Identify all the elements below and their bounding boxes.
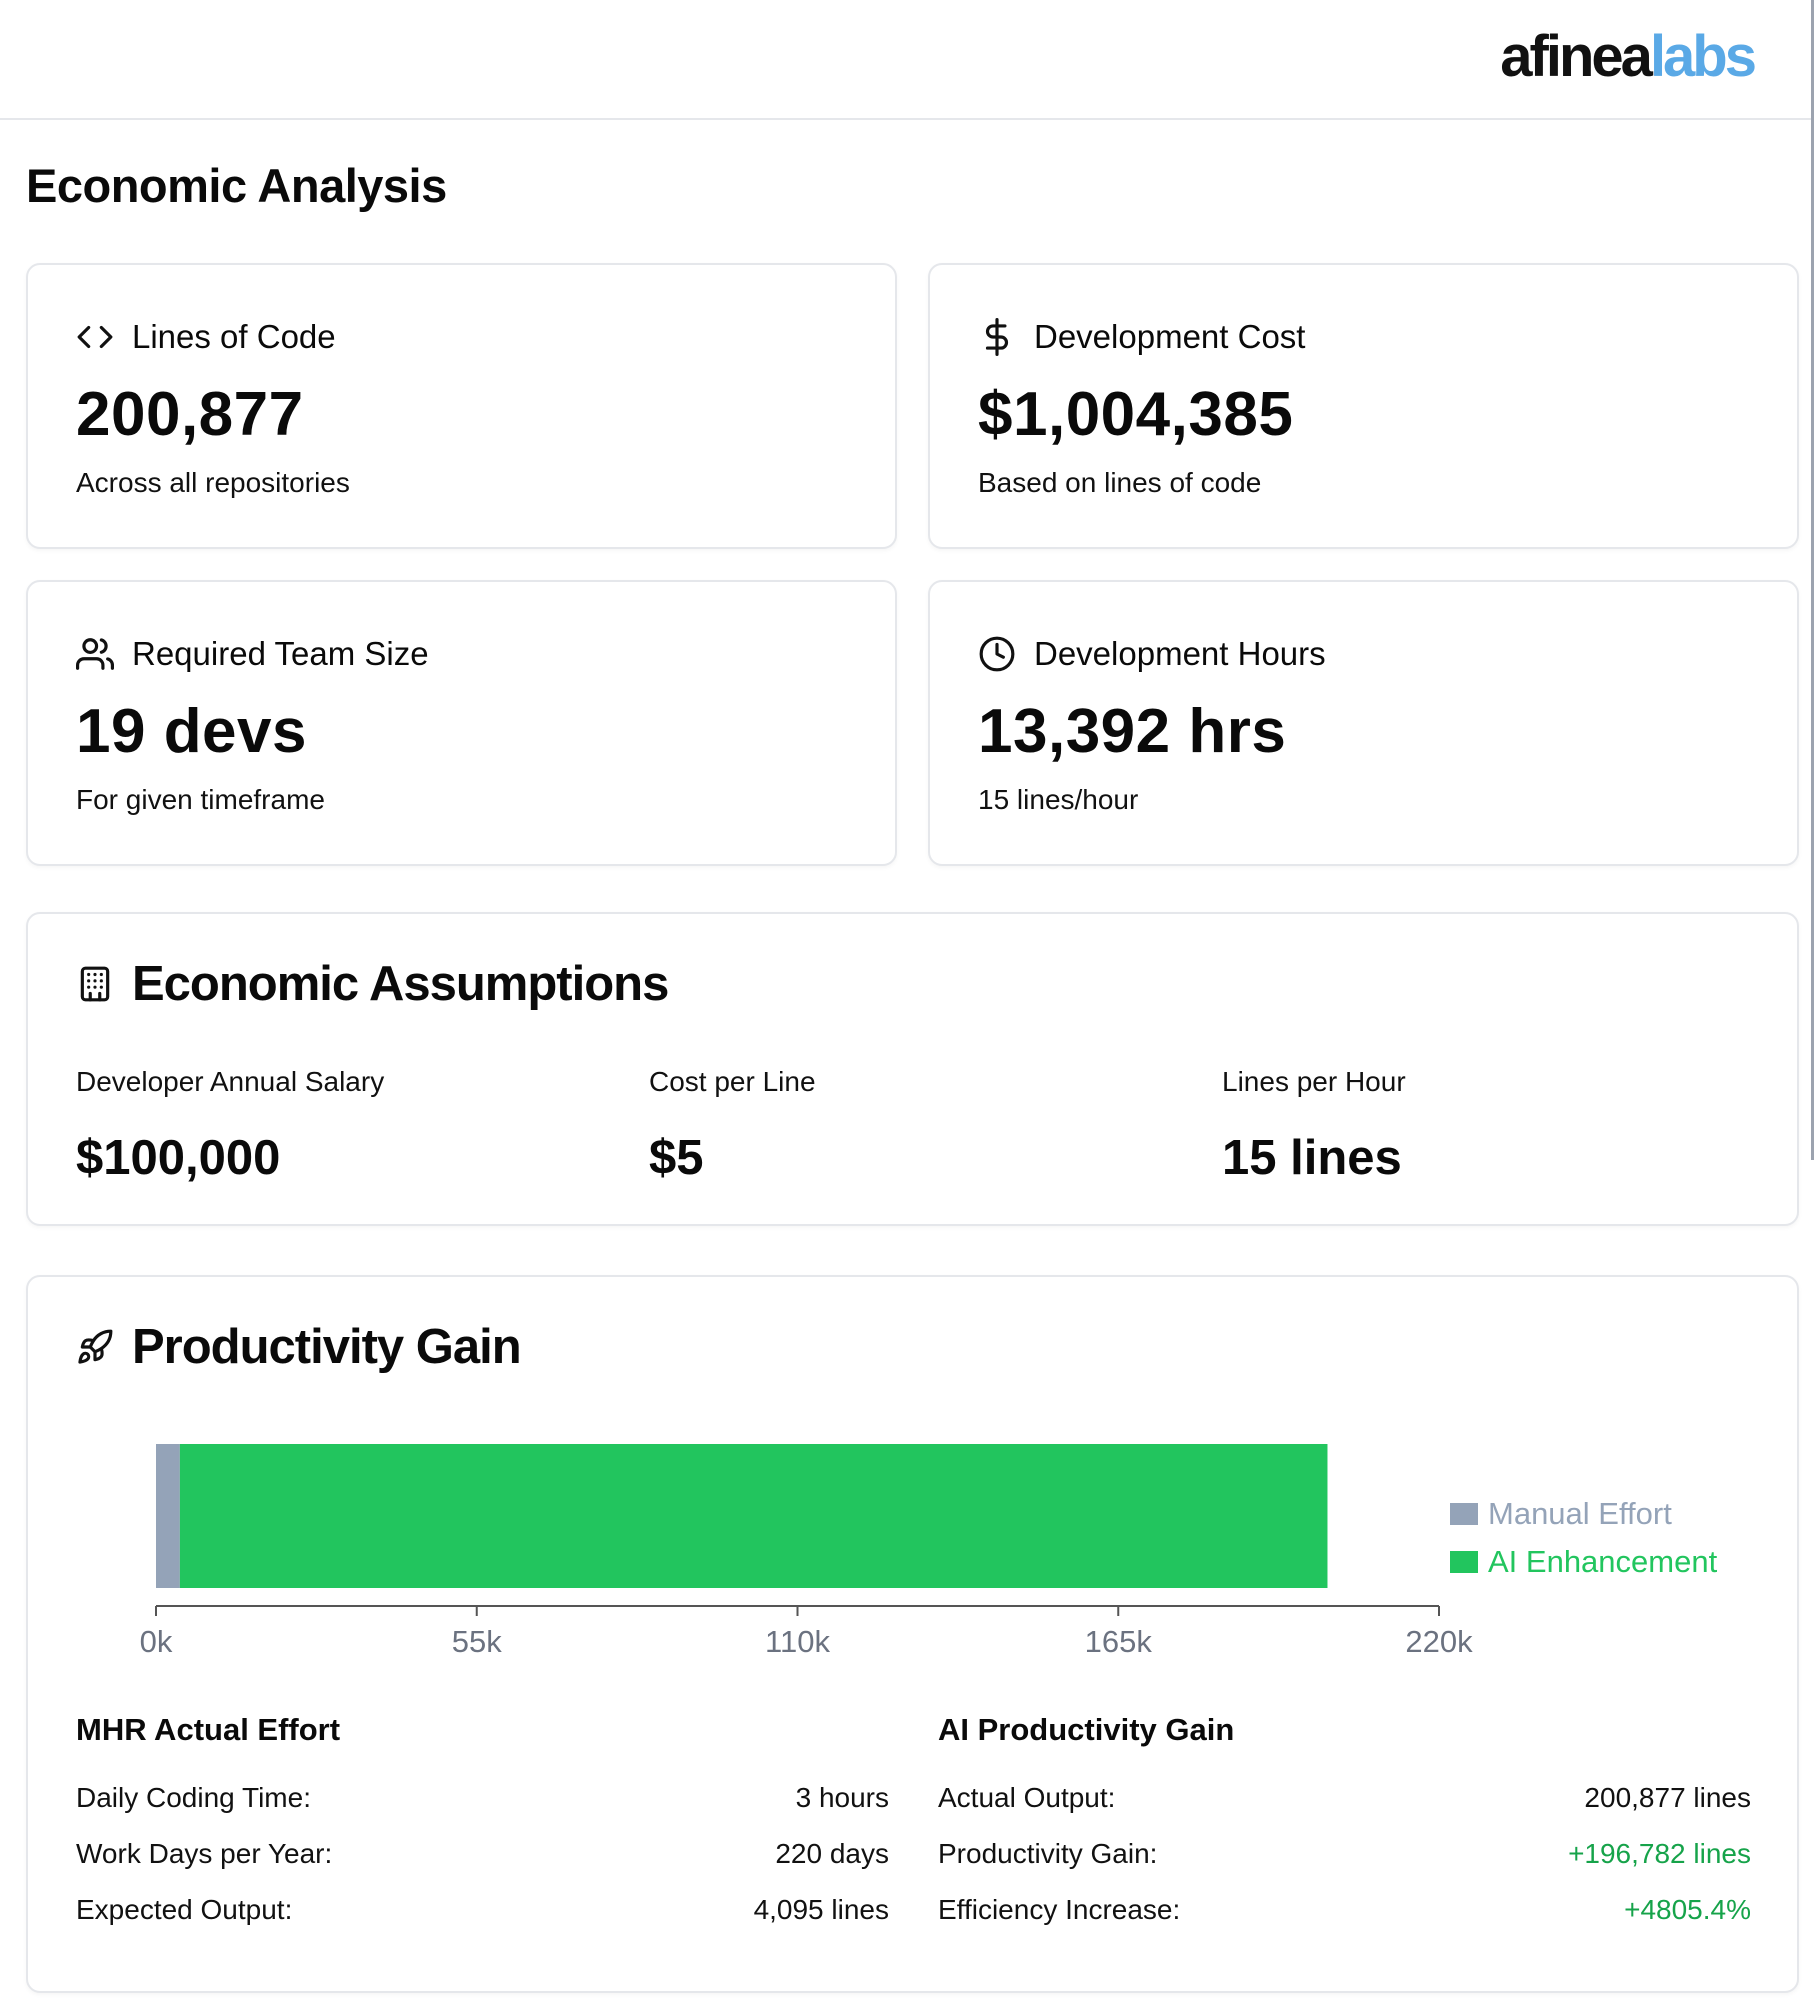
ai-gain-title: AI Productivity Gain bbox=[938, 1712, 1235, 1747]
assumption-value: 15 lines bbox=[1222, 1131, 1402, 1185]
assumption-lines-per-hour: Lines per Hour 15 lines bbox=[1222, 1064, 1406, 1188]
stat-subtext: For given timeframe bbox=[76, 784, 325, 815]
stat-header: Development Hours bbox=[978, 634, 1326, 674]
assumption-label: Developer Annual Salary bbox=[76, 1066, 385, 1097]
assumption-salary: Developer Annual Salary $100,000 bbox=[76, 1064, 384, 1188]
logo-dark-text: afinea bbox=[1500, 24, 1653, 89]
stat-label: Required Team Size bbox=[132, 635, 429, 672]
code-icon bbox=[77, 325, 113, 349]
stat-subtext: Based on lines of code bbox=[978, 467, 1262, 498]
manual-effort-title: MHR Actual Effort bbox=[76, 1712, 341, 1747]
dollar-icon bbox=[985, 318, 1008, 356]
detail-row: Actual Output: 200,877 lines bbox=[938, 1780, 1751, 1816]
chart-legend: Manual Effort AI Enhancement bbox=[1450, 1490, 1717, 1586]
stat-subtext: Across all repositories bbox=[76, 467, 350, 498]
logo-light-text: labs bbox=[1649, 24, 1757, 89]
legend-swatch-manual bbox=[1450, 1503, 1478, 1525]
section-title: Productivity Gain bbox=[132, 1320, 522, 1374]
detail-value: 200,877 lines bbox=[1584, 1782, 1751, 1813]
stat-value: 200,877 bbox=[76, 380, 304, 449]
page-title: Economic Analysis bbox=[26, 159, 447, 212]
stat-value: 19 devs bbox=[76, 697, 308, 766]
detail-value: +4805.4% bbox=[1624, 1894, 1751, 1925]
stat-label: Development Hours bbox=[1034, 635, 1326, 672]
legend-item-manual[interactable]: Manual Effort bbox=[1450, 1490, 1717, 1538]
brand-logo[interactable]: afinealabs bbox=[1500, 22, 1757, 92]
assumption-value: $5 bbox=[649, 1131, 704, 1185]
detail-label: Expected Output: bbox=[76, 1894, 293, 1925]
detail-value: 3 hours bbox=[795, 1782, 889, 1813]
ai-gain-details: AI Productivity Gain Actual Output: 200,8… bbox=[938, 1710, 1751, 1948]
section-title: Economic Assumptions bbox=[132, 957, 669, 1011]
stat-card-development-cost: Development Cost $1,004,385 Based on lin… bbox=[928, 263, 1799, 549]
detail-label: Efficiency Increase: bbox=[938, 1894, 1181, 1925]
assumption-cost-per-line: Cost per Line $5 bbox=[649, 1064, 816, 1188]
detail-row: Productivity Gain: +196,782 lines bbox=[938, 1836, 1751, 1872]
economic-assumptions-card: Economic Assumptions Developer Annual Sa… bbox=[26, 912, 1799, 1226]
detail-row: Expected Output: 4,095 lines bbox=[76, 1892, 889, 1928]
scrollbar[interactable] bbox=[1811, 0, 1814, 1160]
stat-card-development-hours: Development Hours 13,392 hrs 15 lines/ho… bbox=[928, 580, 1799, 866]
legend-label-manual: Manual Effort bbox=[1488, 1496, 1672, 1531]
manual-effort-details: MHR Actual Effort Daily Coding Time: 3 ho… bbox=[76, 1710, 889, 1948]
section-header: Productivity Gain bbox=[76, 1317, 522, 1377]
rocket-icon bbox=[78, 1329, 113, 1364]
detail-value: 4,095 lines bbox=[753, 1894, 889, 1925]
detail-label: Productivity Gain: bbox=[938, 1838, 1158, 1869]
detail-label: Daily Coding Time: bbox=[76, 1782, 311, 1813]
stat-card-lines-of-code: Lines of Code 200,877 Across all reposit… bbox=[26, 263, 897, 549]
detail-value: +196,782 lines bbox=[1568, 1838, 1751, 1869]
detail-row: Daily Coding Time: 3 hours bbox=[76, 1780, 889, 1816]
assumption-label: Lines per Hour bbox=[1222, 1066, 1406, 1097]
assumption-value: $100,000 bbox=[76, 1131, 281, 1185]
clock-icon bbox=[979, 636, 1015, 672]
legend-swatch-ai bbox=[1450, 1551, 1478, 1573]
stat-card-team-size: Required Team Size 19 devs For given tim… bbox=[26, 580, 897, 866]
detail-row: Work Days per Year: 220 days bbox=[76, 1836, 889, 1872]
section-header: Economic Assumptions bbox=[76, 954, 669, 1014]
stat-label: Lines of Code bbox=[132, 318, 336, 355]
detail-label: Work Days per Year: bbox=[76, 1838, 333, 1869]
detail-row: Efficiency Increase: +4805.4% bbox=[938, 1892, 1751, 1928]
legend-item-ai[interactable]: AI Enhancement bbox=[1450, 1538, 1717, 1586]
stat-label: Development Cost bbox=[1034, 318, 1306, 355]
stat-header: Required Team Size bbox=[76, 634, 429, 674]
stat-header: Lines of Code bbox=[76, 317, 336, 357]
top-header: afinealabs bbox=[0, 0, 1814, 120]
stat-value: 13,392 hrs bbox=[978, 697, 1287, 766]
stat-value: $1,004,385 bbox=[978, 380, 1294, 449]
stat-header: Development Cost bbox=[978, 317, 1305, 357]
building-icon bbox=[80, 966, 110, 1002]
productivity-gain-card: Productivity Gain bbox=[26, 1275, 1799, 1993]
stat-subtext: 15 lines/hour bbox=[978, 784, 1139, 815]
legend-label-ai: AI Enhancement bbox=[1488, 1544, 1718, 1579]
assumption-label: Cost per Line bbox=[649, 1066, 816, 1097]
detail-value: 220 days bbox=[775, 1838, 889, 1869]
detail-label: Actual Output: bbox=[938, 1782, 1116, 1813]
users-icon bbox=[76, 638, 114, 670]
